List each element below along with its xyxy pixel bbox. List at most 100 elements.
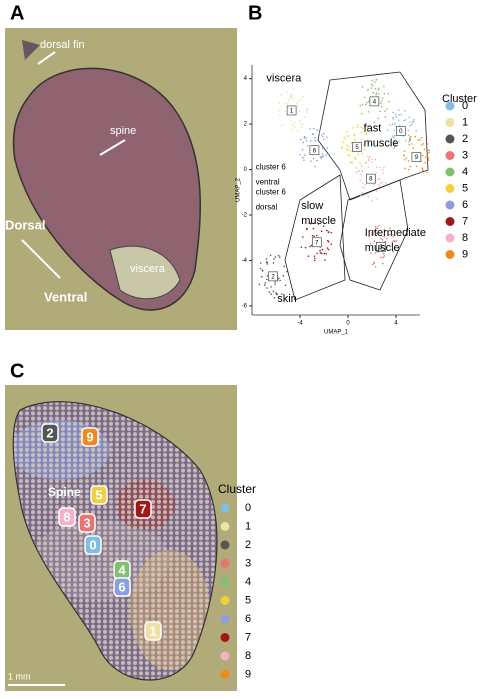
- cluster-label: 6: [313, 148, 317, 154]
- umap-cell: [343, 136, 346, 139]
- umap-cell: [296, 130, 299, 132]
- cluster-badge-label: 3: [83, 515, 90, 530]
- umap-cell: [376, 166, 378, 169]
- legend-label: 6: [245, 613, 251, 625]
- umap-cell: [290, 128, 293, 131]
- umap-cell: [374, 81, 376, 83]
- umap-cell: [386, 129, 389, 132]
- umap-cell: [383, 166, 385, 169]
- umap-cell: [374, 88, 377, 90]
- umap-cell: [374, 266, 377, 268]
- legend-swatch: [445, 101, 455, 111]
- umap-cell: [394, 144, 396, 146]
- umap-cell: [322, 132, 325, 135]
- umap-cell: [372, 91, 375, 94]
- umap-cell: [383, 255, 386, 257]
- umap-cell: [371, 263, 374, 266]
- umap-cell: [407, 134, 410, 136]
- umap-cell: [380, 105, 383, 108]
- cluster-label-box: [411, 152, 422, 162]
- cluster-badge: [81, 427, 99, 447]
- umap-cell: [359, 179, 362, 182]
- umap-cell: [321, 134, 323, 136]
- umap-cell: [421, 154, 424, 157]
- umap-cell: [368, 235, 370, 238]
- umap-cell: [326, 136, 328, 138]
- umap-cell: [299, 98, 302, 101]
- umap-cell: [346, 149, 349, 152]
- umap-cell: [347, 154, 349, 157]
- umap-cell: [348, 154, 351, 157]
- legend-label: 7: [462, 215, 468, 227]
- legend-label: 5: [462, 182, 468, 194]
- umap-cell: [391, 241, 394, 243]
- umap-cell: [369, 251, 372, 254]
- umap-cell: [408, 168, 410, 171]
- umap-cell: [423, 148, 426, 151]
- umap-cell: [371, 158, 374, 161]
- umap-cell: [360, 194, 362, 197]
- umap-cell: [348, 146, 350, 148]
- legend-swatch: [445, 118, 455, 127]
- umap-cell: [319, 252, 322, 254]
- umap-cell: [353, 138, 356, 141]
- umap-cell: [384, 110, 386, 113]
- umap-cell: [381, 181, 384, 183]
- cluster-badge-label: 6: [118, 579, 125, 594]
- umap-cell: [372, 84, 374, 87]
- umap-cell: [385, 182, 387, 184]
- umap-cell: [291, 123, 294, 126]
- y-tick-label: 0: [244, 167, 248, 173]
- umap-cell: [381, 97, 384, 99]
- umap-cell: [314, 137, 316, 139]
- umap-cell: [403, 154, 405, 157]
- umap-cell: [381, 169, 384, 171]
- umap-cell: [344, 138, 347, 140]
- umap-cell: [365, 103, 367, 106]
- umap-cell: [321, 153, 324, 155]
- umap-cell: [375, 78, 378, 81]
- umap-cell: [392, 111, 394, 114]
- legend-swatch: [220, 596, 230, 605]
- legend-swatch: [220, 540, 230, 550]
- umap-cell: [378, 178, 381, 180]
- umap-cell: [421, 167, 424, 170]
- y-tick-label: 4: [244, 76, 248, 82]
- umap-cell: [341, 147, 343, 149]
- umap-cell: [306, 110, 308, 112]
- umap-cell: [371, 199, 373, 202]
- umap-cell: [357, 124, 359, 126]
- umap-cell: [355, 167, 358, 169]
- umap-cell: [408, 139, 411, 142]
- umap-cell: [314, 257, 316, 260]
- cluster-badge: [78, 513, 96, 533]
- umap-cell: [342, 141, 345, 144]
- legend-label: 0: [245, 502, 251, 514]
- region-outlines: [284, 71, 429, 301]
- region-label: muscle: [365, 242, 400, 254]
- umap-cell: [395, 142, 397, 144]
- legend-swatch: [220, 651, 230, 661]
- cluster-badge: [41, 423, 59, 443]
- umap-cell: [398, 140, 400, 142]
- umap-cell: [375, 93, 377, 96]
- umap-cell: [274, 283, 276, 285]
- umap-cell: [367, 195, 370, 198]
- umap-cell: [392, 250, 394, 253]
- umap-cell: [389, 124, 392, 126]
- legend-label: 2: [462, 133, 468, 145]
- umap-cell: [354, 158, 357, 160]
- umap-cell: [352, 127, 354, 129]
- umap-cell: [306, 145, 309, 147]
- annotation: Dorsal: [5, 217, 45, 232]
- umap-cell: [363, 131, 366, 133]
- umap-cell: [303, 137, 306, 139]
- umap-cell: [383, 85, 385, 88]
- legend-swatch: [220, 503, 230, 513]
- umap-cell: [283, 265, 285, 268]
- annotation: Ventral: [44, 289, 87, 304]
- umap-cell: [398, 113, 401, 116]
- umap-cell: [409, 136, 411, 139]
- umap-cell: [404, 158, 406, 161]
- umap-cell: [300, 138, 302, 141]
